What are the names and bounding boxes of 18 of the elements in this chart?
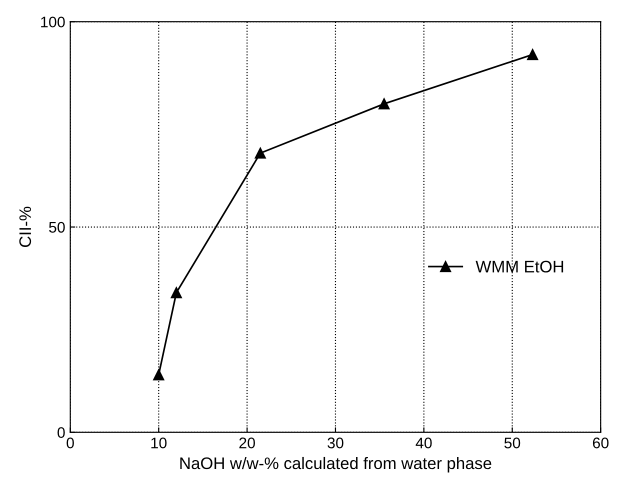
point: [527, 49, 538, 60]
x-tick-label: 10: [151, 438, 167, 448]
point: [254, 148, 266, 159]
y-tick-label: 0: [58, 427, 65, 438]
x-tick-label: 0: [66, 438, 74, 448]
y-axis-title: CII-%: [19, 206, 32, 247]
point: [170, 287, 182, 298]
y-tick-label: 100: [41, 16, 65, 28]
y-tick-label: 50: [49, 222, 65, 233]
point: [153, 369, 164, 380]
x-axis-title: NaOH w/w-% calculated from water phase: [180, 456, 492, 472]
legend-label: WMM EtOH: [476, 260, 564, 273]
x-tick-label: 30: [328, 438, 344, 448]
x-tick-label: 20: [239, 438, 255, 448]
point: [378, 98, 390, 110]
x-tick-label: 60: [592, 438, 609, 448]
x-tick-label: 40: [416, 438, 432, 448]
x-tick-label: 50: [504, 438, 520, 448]
